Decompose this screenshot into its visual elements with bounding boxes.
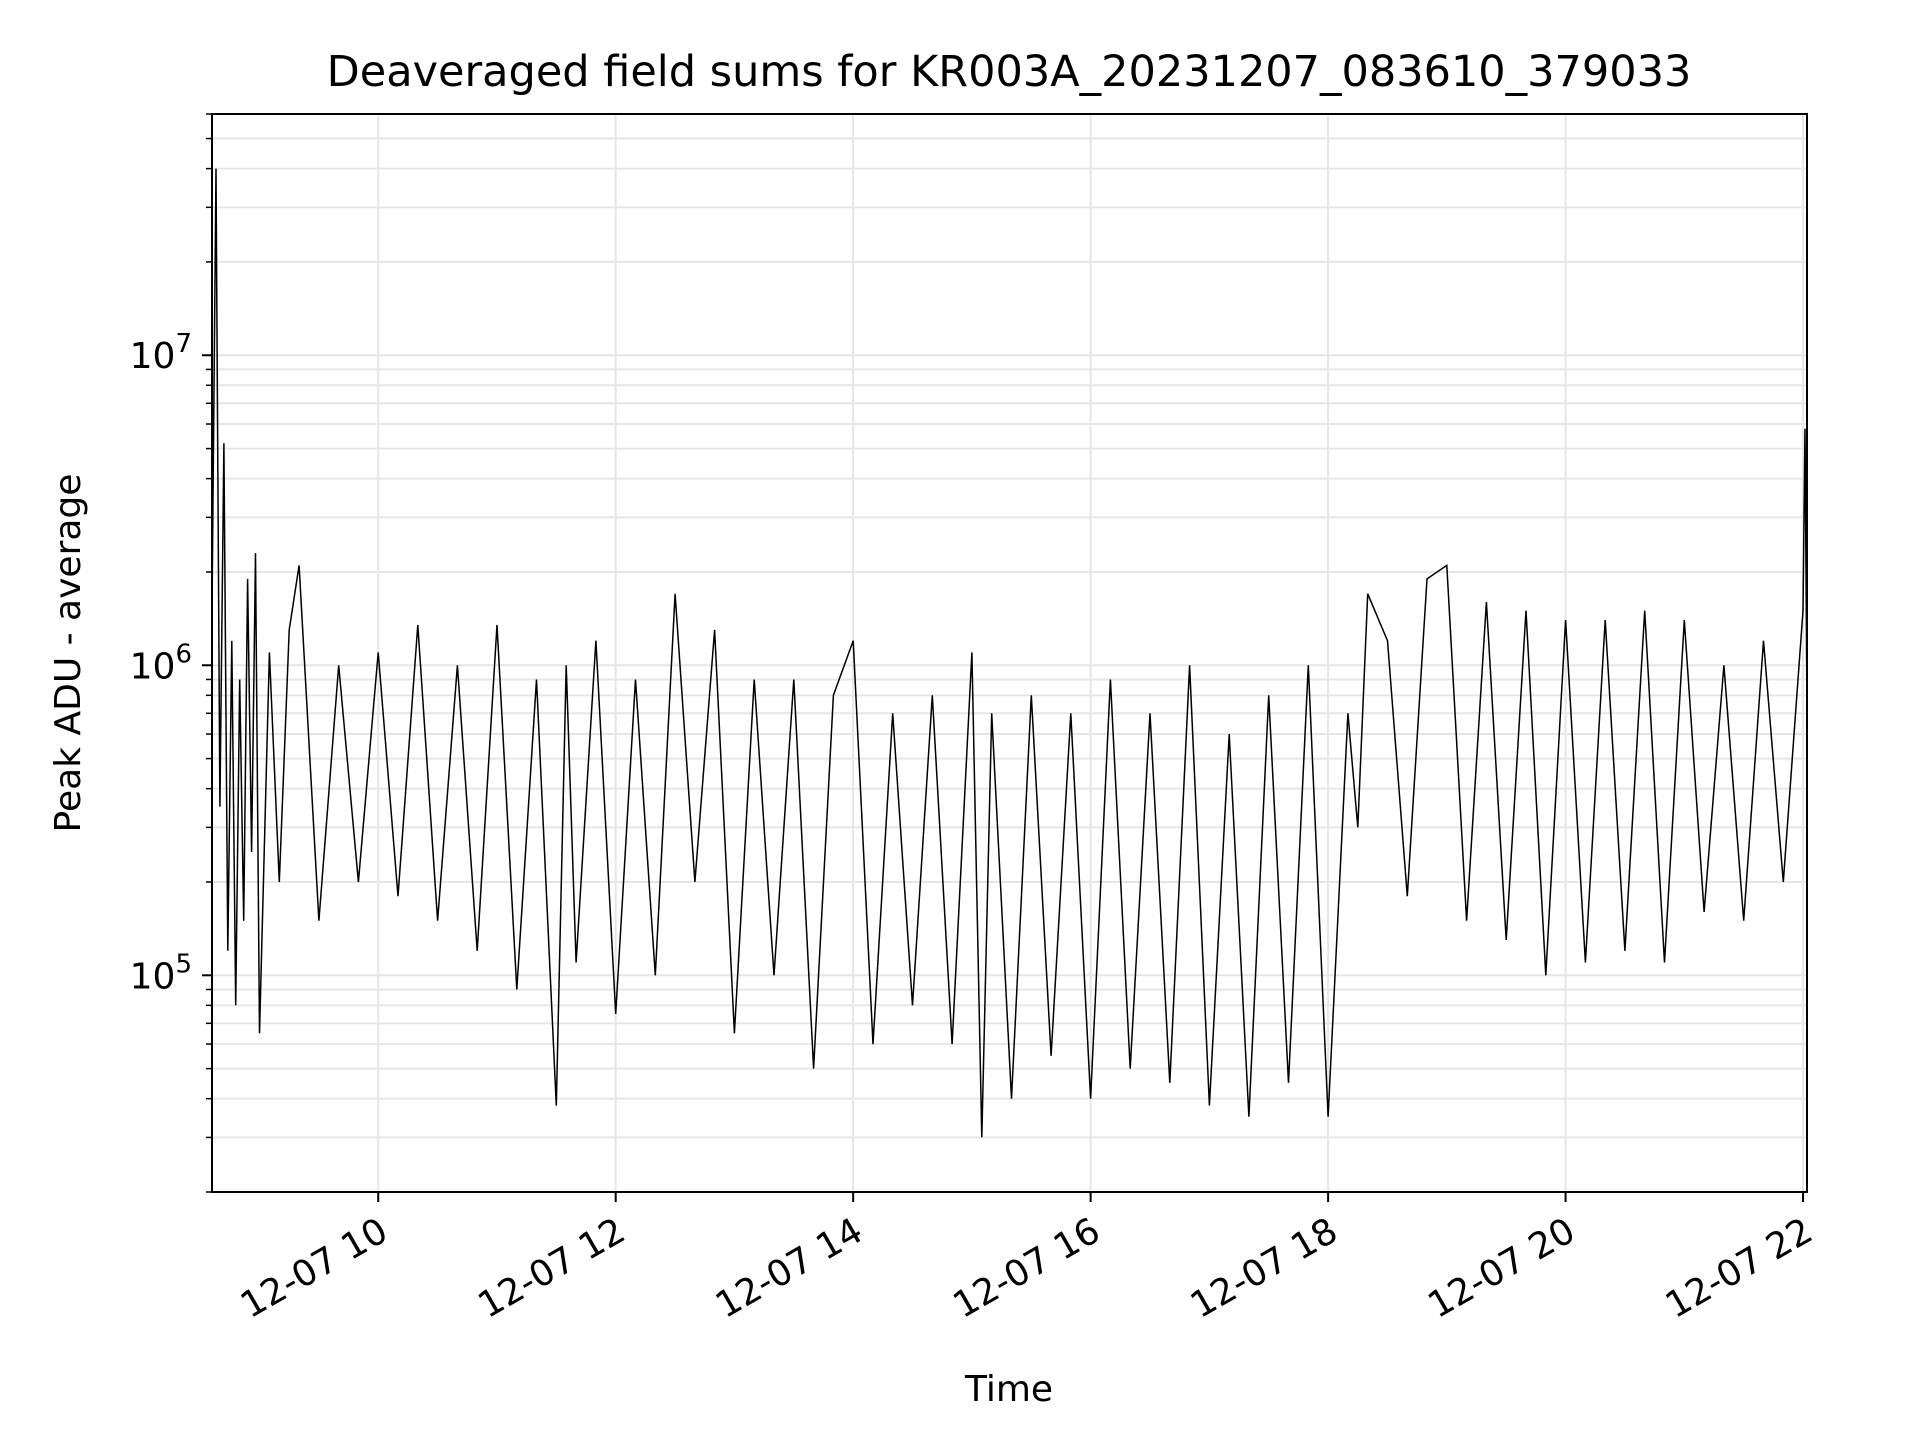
- y-tick-exponent: 5: [175, 949, 192, 979]
- y-axis-title: Peak ADU - average: [48, 474, 89, 833]
- y-tick-base: 10: [130, 646, 176, 687]
- y-tick-exponent: 7: [175, 329, 192, 359]
- x-axis-title: Time: [964, 1369, 1053, 1410]
- y-tick-exponent: 6: [175, 639, 192, 669]
- series-line: [211, 168, 1808, 1138]
- series-layer: [211, 168, 1808, 1138]
- y-tick-label: 107: [130, 329, 192, 377]
- y-tick-label: 105: [130, 949, 192, 997]
- y-tick-base: 10: [130, 956, 176, 997]
- y-tick-base: 10: [130, 336, 176, 377]
- chart-title: Deaveraged field sums for KR003A_2023120…: [327, 47, 1692, 97]
- y-gridlines: [212, 113, 1807, 1193]
- y-tick-label: 106: [130, 639, 192, 687]
- plot-frame: [211, 113, 1808, 1193]
